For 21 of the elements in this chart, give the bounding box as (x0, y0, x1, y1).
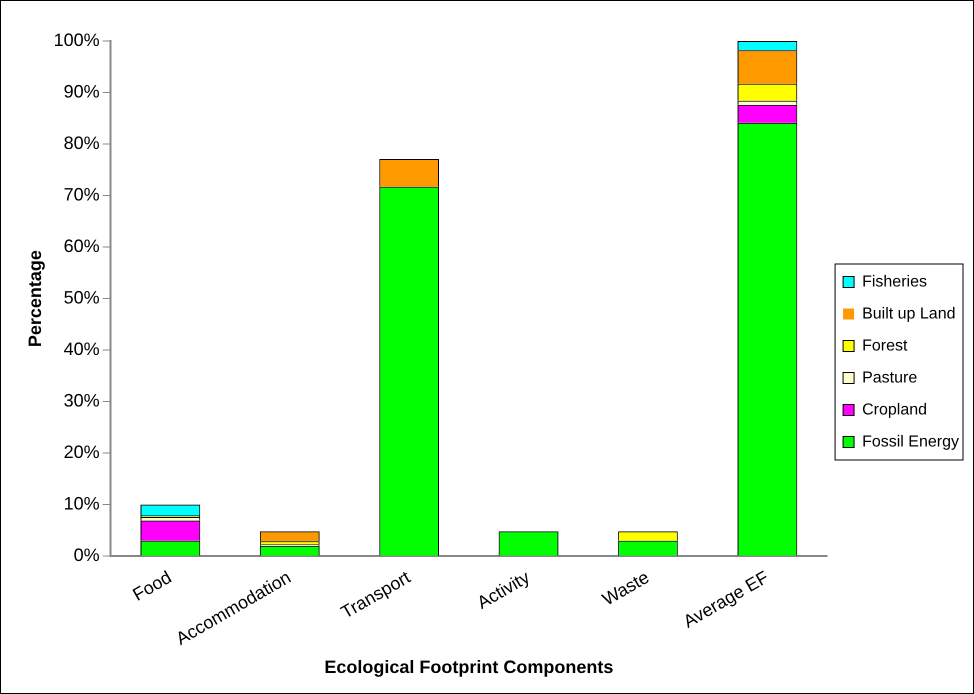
y-tick-label: 40% (64, 339, 100, 360)
x-tick-label: Waste (598, 566, 652, 610)
y-tick-label: 60% (64, 236, 100, 256)
y-axis-title: Percentage (24, 250, 45, 348)
y-tick-label: 10% (64, 494, 100, 514)
y-tick-label: 50% (64, 288, 100, 308)
x-axis-title: Ecological Footprint Components (324, 657, 614, 678)
y-tick-label: 0% (74, 545, 100, 566)
legend-label: Fisheries (862, 273, 927, 290)
legend-label: Fossil Energy (862, 433, 959, 450)
legend-label: Built up Land (862, 305, 956, 322)
y-tick-label: 70% (64, 184, 100, 205)
legend-label: Pasture (862, 369, 918, 386)
x-tick-label: Food (129, 566, 175, 605)
legend-label: Cropland (862, 401, 928, 418)
y-tick-label: 90% (64, 81, 100, 102)
y-tick-label: 20% (64, 442, 100, 462)
y-tick-label: 80% (64, 133, 100, 153)
y-tick-label: 100% (54, 30, 100, 50)
y-tick-label: 30% (64, 390, 100, 411)
legend-label: Forest (862, 337, 908, 354)
